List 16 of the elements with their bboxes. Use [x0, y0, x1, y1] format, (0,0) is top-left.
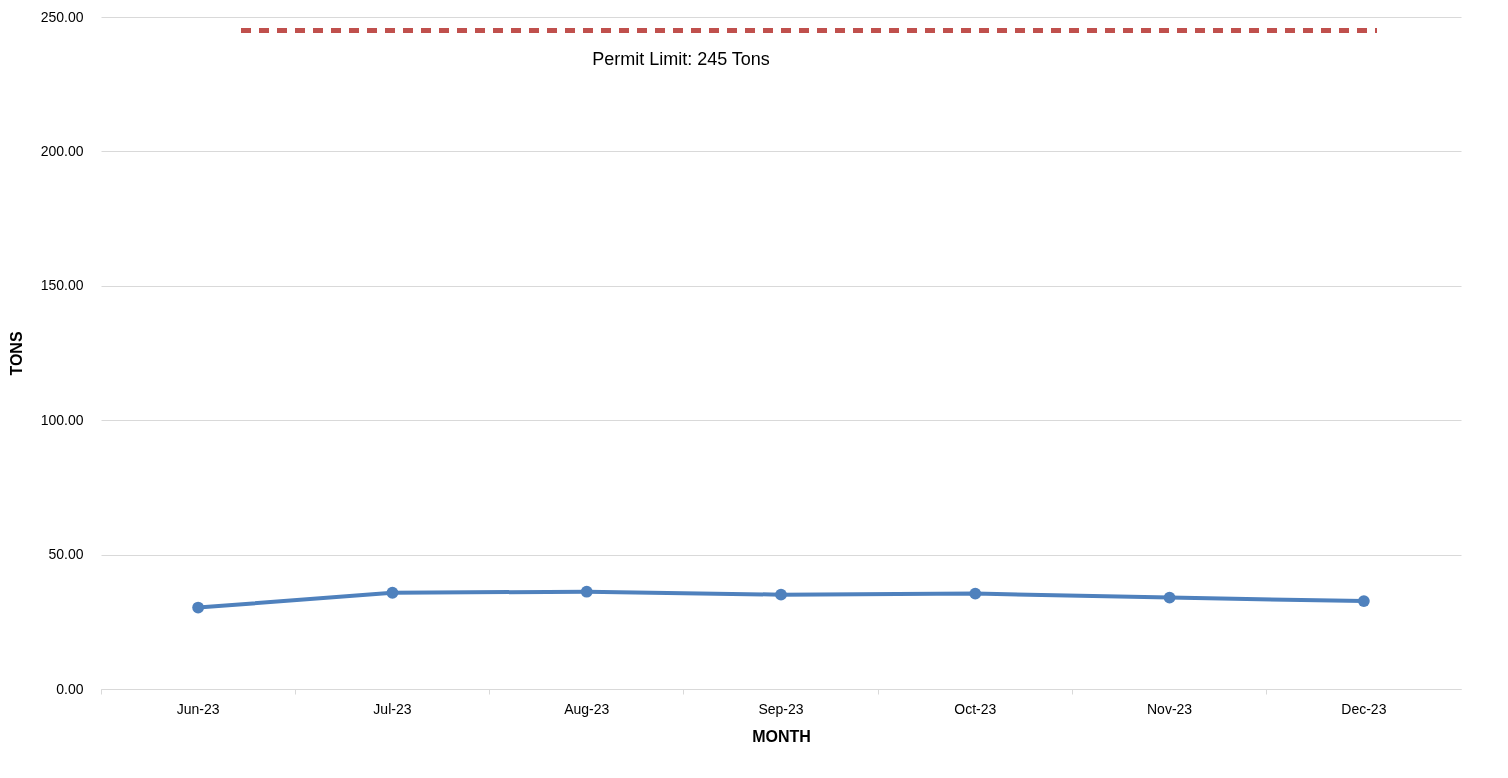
y-tick-label: 200.00 — [40, 142, 84, 159]
x-axis-title: MONTH — [752, 727, 811, 745]
x-tick-label: Jul-23 — [373, 700, 412, 717]
x-tick-label: Oct-23 — [954, 700, 997, 717]
y-tick-label: 150.00 — [40, 277, 84, 294]
y-tick-label: 100.00 — [40, 411, 84, 428]
x-tick-label: Aug-23 — [564, 700, 610, 717]
x-tick-label: Nov-23 — [1147, 700, 1193, 717]
ref-line-label: Permit Limit: 245 Tons — [592, 49, 770, 70]
y-axis-title: TONS — [7, 331, 25, 376]
y-tick-label: 250.00 — [40, 8, 84, 25]
x-tick-label: Jun-23 — [176, 700, 220, 717]
y-tick-label: 50.00 — [48, 546, 84, 563]
x-tick-label: Dec-23 — [1341, 700, 1387, 717]
x-tick-label: Sep-23 — [758, 700, 804, 717]
y-tick-label: 0.00 — [56, 680, 84, 697]
